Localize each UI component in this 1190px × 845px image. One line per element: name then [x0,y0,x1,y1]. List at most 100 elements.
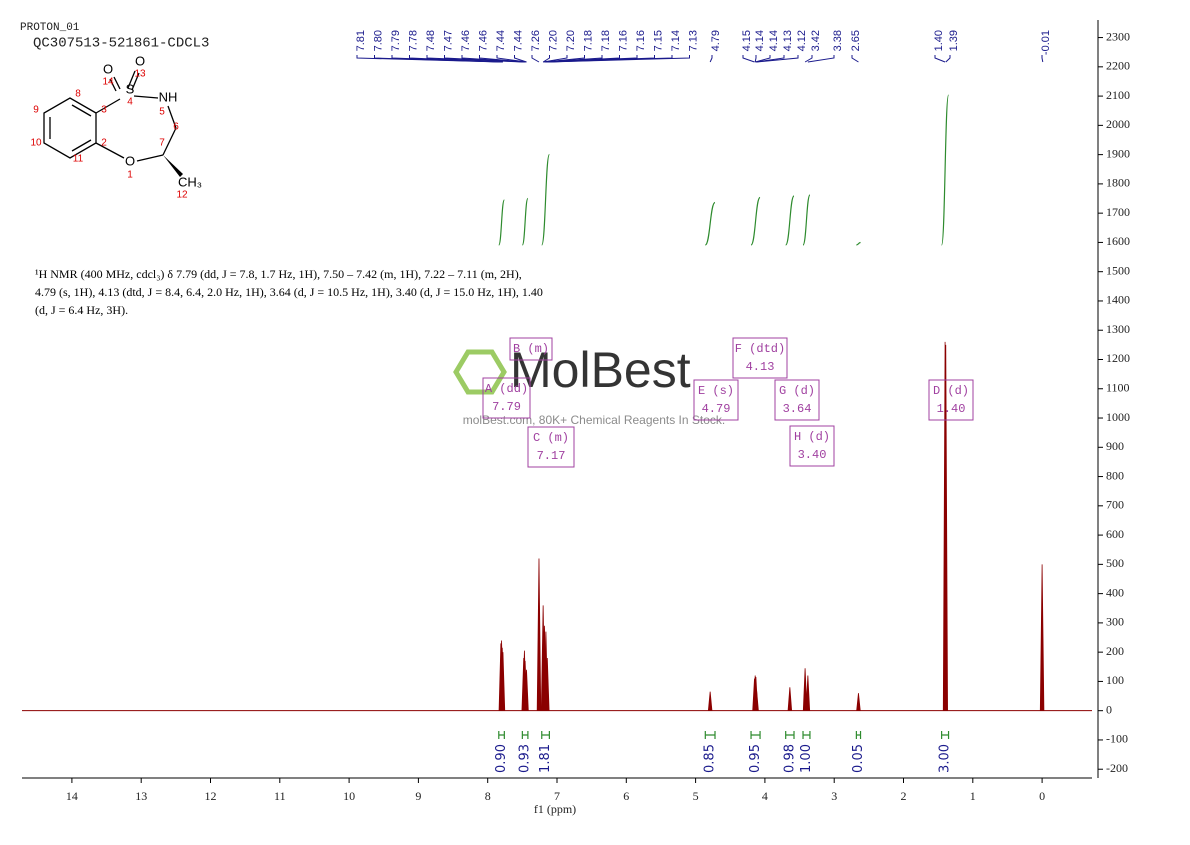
multiplet-box [527,426,575,468]
bond [127,70,136,89]
peak-label: 7.47 [442,30,454,51]
multiplet-label: H (d) [794,430,830,444]
peak-label: 3.38 [832,30,844,51]
y-tick-label: 700 [1106,498,1124,512]
peak-label: 7.79 [390,30,402,51]
x-tick-label: 4 [762,789,768,803]
y-tick-label: 2300 [1106,29,1130,43]
peak-label: 7.20 [565,30,577,51]
integral-curve [521,197,529,246]
peak-label: 7.46 [477,30,489,51]
peak-label: 7.26 [530,30,542,51]
integral-bracket [941,731,950,739]
peak [545,657,550,711]
multiplet-shift: 1.40 [937,402,966,416]
peak-leader [479,55,526,63]
y-tick-label: 300 [1106,615,1124,629]
peak-label: 3.42 [810,30,822,51]
integral-bracket [750,731,761,739]
peak-leader [807,55,835,63]
peak [754,690,759,711]
chart-title: PROTON_01 [20,22,80,34]
peak-leader [755,55,771,63]
description-line: ¹H NMR (400 MHz, cdcl₃) δ 7.79 (dd, J = … [35,267,522,281]
integral-bracket [855,731,862,739]
integral-curve [802,194,811,246]
integral-label: 0.93 [518,744,533,773]
peak [787,687,793,711]
bond [133,95,159,99]
peak-leader [542,55,550,63]
multiplet-label: A (dd) [485,382,528,396]
y-tick-label: 1800 [1106,176,1130,190]
peak-label: 1.39 [948,30,960,51]
x-tick-label: 3 [831,789,837,803]
peak-label: 4.12 [796,30,808,51]
integral-label: 0.95 [748,744,763,773]
y-tick-label: 1200 [1106,351,1130,365]
atom-number: 3 [101,105,107,116]
atom-label: S [126,81,135,96]
molecule-bonds [43,70,177,162]
multiplet-box [774,379,820,421]
bond [131,72,140,91]
peak-label: 7.78 [407,30,419,51]
multiplet-box [509,337,553,361]
atom-label: CH₃ [178,174,202,189]
y-tick-label: -200 [1106,761,1128,775]
integral-curve [541,153,550,246]
integral-label: 0.90 [494,744,509,773]
x-tick-label: 11 [274,789,286,803]
peak-label: -0.01 [1040,30,1052,55]
x-tick-label: 0 [1039,789,1045,803]
peak-leader [756,55,799,63]
peak-leader [496,55,527,63]
atom-number: 5 [159,107,165,118]
peak-leader [514,55,527,63]
y-tick-label: 100 [1106,673,1124,687]
multiplet-label: E (s) [698,384,734,398]
atom-label: O [125,153,135,168]
atom-number: 14 [102,77,114,88]
multiplet-shift: 7.17 [537,449,566,463]
watermark: MolBest molBest.com, 80K+ Chemical Reage… [453,342,725,427]
peak [1039,564,1045,711]
peak-leader [547,55,690,63]
chart-subtitle: QC307513-521861-CDCL3 [33,36,209,52]
peak-label: 4.13 [782,30,794,51]
peak-label: 7.16 [617,30,629,51]
integral-label: 0.85 [703,744,718,773]
y-tick-label: 2100 [1106,88,1130,102]
peak-label: 7.18 [600,30,612,51]
description-line: 4.79 (s, 1H), 4.13 (dtd, J = 8.4, 6.4, 2… [35,285,543,299]
atom-number: 4 [127,97,133,108]
peak-label: 7.18 [582,30,594,51]
multiplet-shift: 4.13 [746,360,775,374]
y-tick-label: 1700 [1106,205,1130,219]
x-tick-label: 5 [693,789,699,803]
description-line: (d, J = 6.4 Hz, 3H). [35,303,128,317]
peak-leader [709,55,713,63]
x-tick-label: 8 [485,789,491,803]
atom-number: 1 [127,170,133,181]
multiplet-label: F (dtd) [735,342,785,356]
integral-bracket [521,731,529,739]
peak-label: 7.16 [635,30,647,51]
integral-label: 3.00 [938,744,953,773]
integral-curve [750,196,761,246]
multiplet-shift: 3.64 [783,402,812,416]
integral-bracket [498,731,505,739]
y-tick-label: 500 [1106,556,1124,570]
y-tick-label: 2200 [1106,59,1130,73]
bond [95,142,125,159]
peak-leader [851,55,859,63]
bond [109,78,117,92]
multiplet-box [732,337,788,379]
peak-label: 4.14 [754,30,766,51]
peak [707,691,713,711]
bond [162,127,177,156]
atom-number: 11 [73,154,84,165]
atom-number: 2 [101,138,107,149]
x-tick-label: 7 [554,789,560,803]
